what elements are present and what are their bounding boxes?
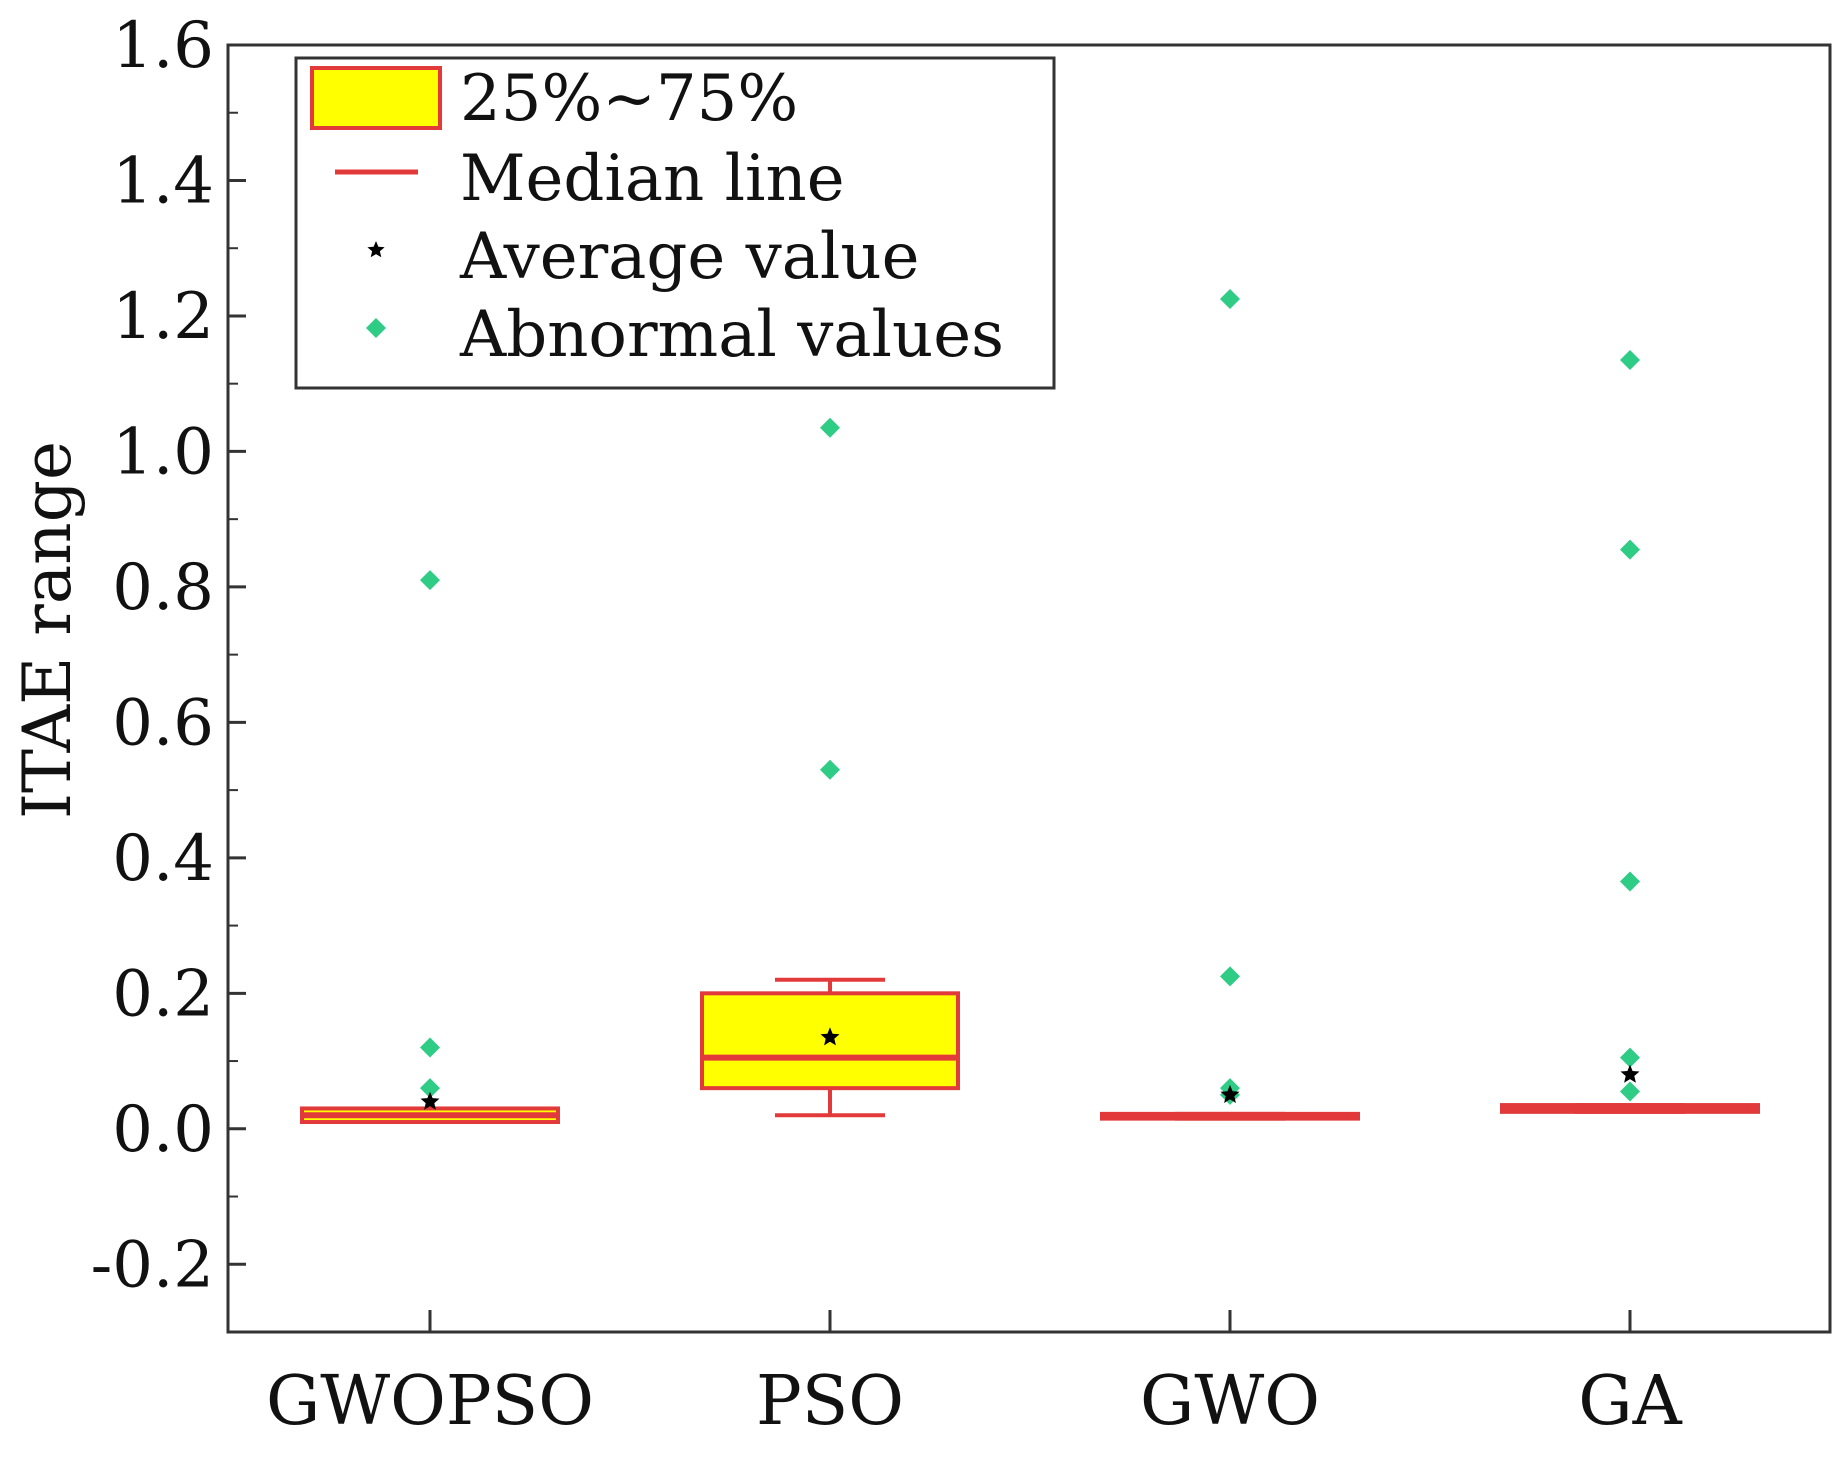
box-group-pso <box>700 417 960 1118</box>
outlier-point <box>1220 966 1240 987</box>
outlier-point <box>420 1037 440 1058</box>
legend-entry-box: 25%~75% <box>310 62 798 136</box>
x-ticks: GWOPSO PSO GWO GA <box>266 1310 1683 1441</box>
plot-frame <box>226 43 1832 1334</box>
y-tick-label: 1.0 <box>112 415 214 489</box>
mean-marker <box>1620 1064 1640 1083</box>
axes <box>226 43 1832 1334</box>
mean-marker <box>367 241 385 258</box>
box-group-gwo <box>1100 289 1360 1121</box>
legend-swatch-box <box>310 66 442 130</box>
outlier-point <box>366 318 386 338</box>
y-tick-label: 0.0 <box>112 1093 214 1167</box>
x-category-label: GWO <box>1140 1362 1320 1441</box>
x-category-label: PSO <box>756 1362 904 1441</box>
x-category-label: GWOPSO <box>266 1362 594 1441</box>
y-tick-label: 0.4 <box>112 822 214 896</box>
y-tick-label: 0.2 <box>112 957 214 1031</box>
box-group-gwopso <box>300 570 560 1125</box>
y-tick-label: 1.2 <box>112 280 214 354</box>
y-tick-label: 0.6 <box>112 686 214 760</box>
mean-marker <box>420 1091 440 1110</box>
outlier-point <box>1620 871 1640 892</box>
outlier-point <box>420 570 440 591</box>
boxes <box>300 289 1760 1125</box>
outlier-point <box>1620 349 1640 370</box>
legend-label: Median line <box>460 142 845 216</box>
outlier-point <box>1620 539 1640 560</box>
outlier-point <box>1620 1047 1640 1068</box>
y-ticks: -0.2 0.0 0.2 0.4 0.6 0.8 1.0 1.2 1.4 1.6 <box>91 9 246 1302</box>
mean-marker <box>820 1027 840 1046</box>
outlier-point <box>1220 289 1240 310</box>
y-tick-label: 1.6 <box>112 9 214 83</box>
mean-marker <box>1220 1084 1240 1103</box>
y-tick-label: 0.8 <box>112 551 214 625</box>
legend-entry-outlier: Abnormal values <box>366 298 1004 372</box>
legend-entry-median: Median line <box>335 142 845 216</box>
legend-label: Average value <box>459 220 919 294</box>
legend-label: 25%~75% <box>460 62 798 136</box>
y-axis-title: ITAE range <box>9 441 86 819</box>
outlier-point <box>820 417 840 438</box>
legend-entry-mean: Average value <box>367 220 919 294</box>
outlier-point <box>820 759 840 780</box>
outlier-point <box>420 1078 440 1099</box>
y-tick-label: 1.4 <box>112 144 214 218</box>
x-category-label: GA <box>1578 1362 1682 1441</box>
box-group-ga <box>1500 349 1760 1114</box>
legend-label: Abnormal values <box>459 298 1004 372</box>
outlier-point <box>1620 1081 1640 1102</box>
y-tick-label: -0.2 <box>91 1228 214 1302</box>
